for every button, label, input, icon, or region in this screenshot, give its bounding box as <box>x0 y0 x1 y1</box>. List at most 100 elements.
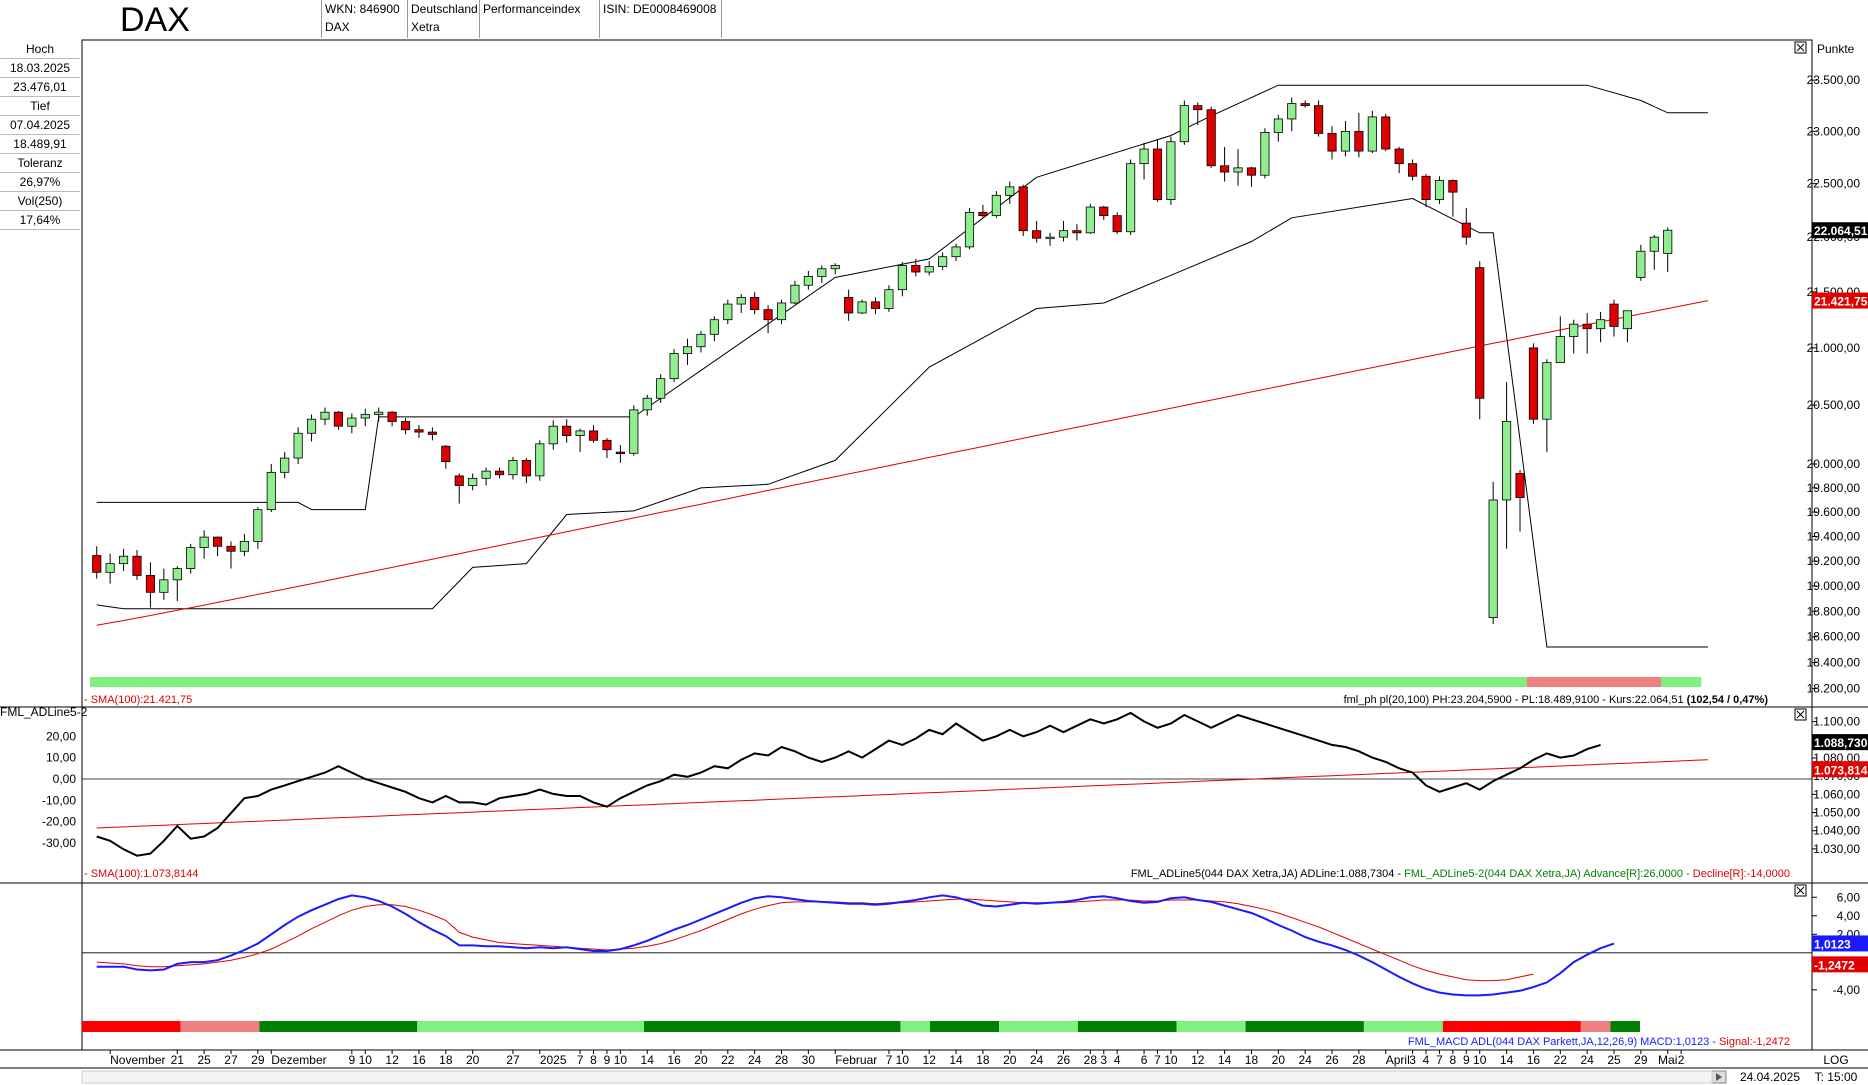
x-tick-label: 9 <box>1463 1053 1470 1067</box>
candle-down <box>588 430 599 441</box>
candle <box>1421 174 1431 208</box>
candle-down <box>521 460 531 477</box>
candle <box>844 289 854 321</box>
close-icon-cross <box>1796 886 1805 895</box>
x-tick-label: 29 <box>1634 1053 1648 1067</box>
info-value: 17,64% <box>0 211 80 230</box>
candle <box>1582 312 1592 354</box>
x-tick-label: 28 <box>775 1053 789 1067</box>
candle-down <box>212 536 223 547</box>
candle <box>253 507 263 549</box>
candle <box>521 458 531 484</box>
candle-up <box>293 432 303 459</box>
y-tick-label: 19.600,00 <box>1807 505 1861 519</box>
horizontal-scrollbar[interactable] <box>81 1070 1713 1084</box>
candle <box>964 208 975 250</box>
candle <box>1636 244 1646 281</box>
close-icon[interactable] <box>1794 884 1807 897</box>
info-panel: Hoch 18.03.2025 23.476,01 Tief 07.04.2025 18.… <box>0 40 80 230</box>
candle <box>897 262 907 297</box>
info-label: Toleranz <box>0 154 80 173</box>
x-tick-label: 20 <box>466 1053 480 1067</box>
macd-state-segment <box>1363 1021 1443 1032</box>
adline-title: FML_ADLine5-2 <box>0 705 88 719</box>
candle-up <box>1569 323 1579 337</box>
macd-signal-line <box>96 898 1534 982</box>
x-tick-label: 8 <box>1450 1053 1457 1067</box>
candle <box>1663 227 1673 273</box>
macd-state-segment <box>1580 1021 1611 1032</box>
candle-up <box>575 430 585 437</box>
candle <box>750 291 760 315</box>
candle-up <box>642 397 652 411</box>
candle-up <box>1045 236 1055 240</box>
candle <box>280 452 290 479</box>
info-label: Tief <box>0 97 80 116</box>
adline-left-tick: -20,00 <box>42 815 76 829</box>
candle <box>1488 481 1498 624</box>
macd-value-box <box>1812 935 1868 952</box>
candle <box>696 330 706 353</box>
log-toggle[interactable]: LOG <box>1823 1053 1848 1067</box>
candle-down <box>400 421 411 431</box>
candle <box>1461 208 1471 245</box>
candle-up <box>280 457 290 473</box>
time-interval-label: T: 15:00 <box>1815 1070 1858 1084</box>
y-tick-label: 19.200,00 <box>1807 554 1861 568</box>
candle-down <box>333 411 343 427</box>
candle-up <box>897 265 907 291</box>
candle <box>105 553 115 584</box>
y-tick-label: 19.800,00 <box>1807 481 1861 495</box>
candle <box>790 280 800 305</box>
x-tick-label: 9 <box>604 1053 611 1067</box>
close-icon[interactable] <box>1794 41 1807 54</box>
candle <box>1287 97 1297 132</box>
candle-up <box>682 346 693 354</box>
adline-left-tick: 20,00 <box>46 729 76 743</box>
candle <box>387 411 397 427</box>
candle-up <box>924 266 934 273</box>
adline-panel-frame <box>81 706 1813 884</box>
candle-down <box>978 211 988 217</box>
candle <box>468 473 478 491</box>
candle <box>1206 106 1216 168</box>
candle-down <box>1582 323 1592 330</box>
candle-down <box>1609 303 1619 327</box>
upper-band-line <box>96 84 1708 511</box>
candle <box>293 427 303 464</box>
candle-down <box>1099 206 1109 217</box>
candle-up <box>1287 103 1297 120</box>
x-tick-label: 10 <box>1473 1053 1487 1067</box>
candle <box>736 294 746 313</box>
signal-value-box <box>1812 956 1868 973</box>
candle-down <box>414 429 424 433</box>
lower-band-line <box>96 197 1708 648</box>
candle <box>172 566 182 602</box>
candle-up <box>306 418 317 434</box>
close-icon[interactable] <box>1794 708 1807 721</box>
macd-state-segment <box>1077 1021 1177 1032</box>
candle <box>1099 205 1109 220</box>
adline-left-tick: 0,00 <box>53 772 77 786</box>
candle-up <box>1367 116 1377 152</box>
candle <box>239 534 249 557</box>
x-tick-label: 7 <box>886 1053 893 1067</box>
candle-up <box>199 536 209 548</box>
x-tick-label: 28 <box>1084 1053 1098 1067</box>
candle <box>1314 100 1324 137</box>
isin-cell: ISIN: DE0008469008 <box>600 0 722 38</box>
exchange-cell: Deutschland Xetra <box>408 0 480 38</box>
y-tick-label: 22.500,00 <box>1807 177 1861 191</box>
candle <box>938 252 948 270</box>
candle <box>803 270 813 290</box>
candle <box>494 467 505 479</box>
candle <box>1327 126 1337 160</box>
candle <box>924 261 934 276</box>
x-tick-label: 30 <box>802 1053 816 1067</box>
candle-down <box>1246 167 1257 176</box>
last-price-label: 22.064,51 <box>1814 224 1868 238</box>
adline-value-label: 1.088,730 <box>1814 736 1868 750</box>
info-block: Tief 07.04.2025 18.489,91 <box>0 97 80 154</box>
x-tick-label: 8 <box>590 1053 597 1067</box>
